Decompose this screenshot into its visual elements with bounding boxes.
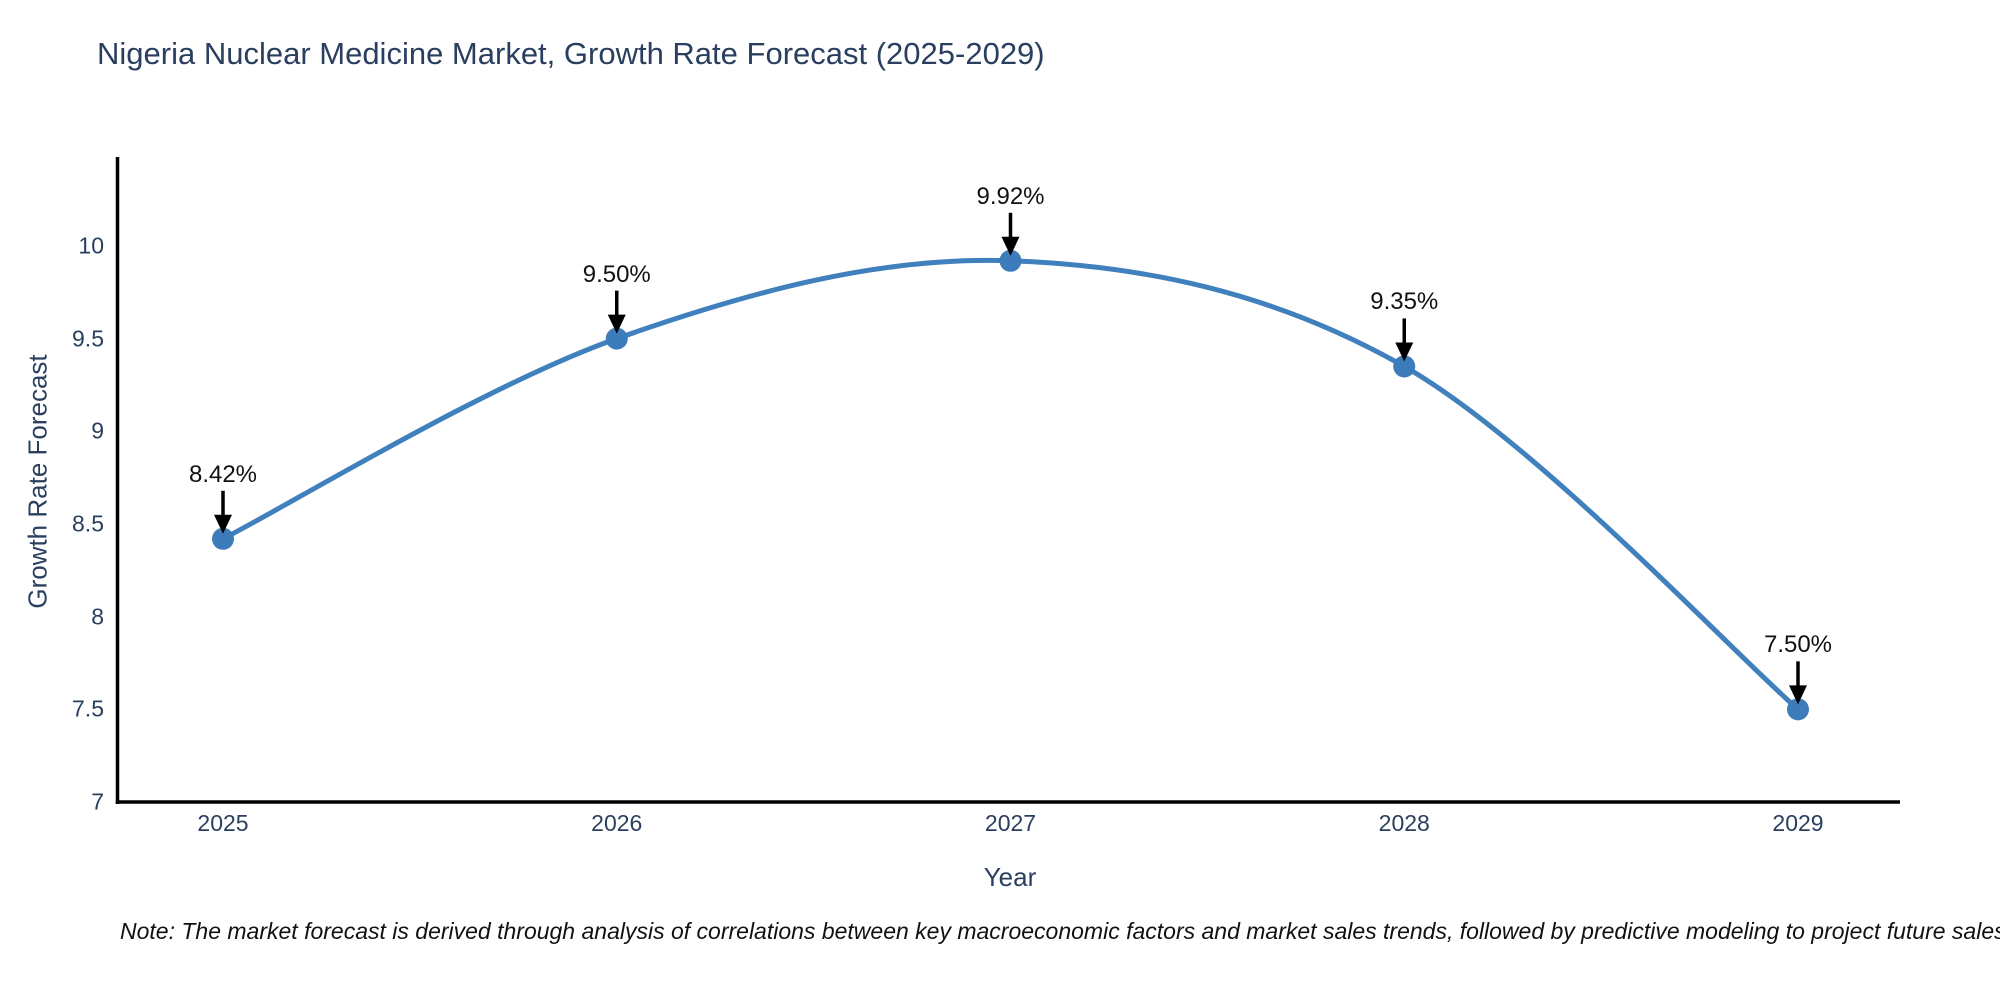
annotation-arrow-head — [1001, 236, 1020, 256]
y-tick-label: 9 — [91, 417, 104, 444]
x-tick-label: 2027 — [984, 810, 1037, 836]
y-tick-label: 7 — [91, 788, 104, 815]
y-tick-label: 8.5 — [72, 510, 104, 537]
data-point-marker — [1787, 698, 1809, 721]
annotation-arrow-head — [1395, 342, 1414, 362]
point-label: 9.35% — [1370, 288, 1439, 316]
y-tick-label: 8 — [91, 603, 104, 630]
data-point-marker — [1393, 355, 1416, 378]
x-tick-label: 2026 — [591, 810, 643, 836]
x-tick-label: 2029 — [1772, 810, 1824, 836]
y-axis-title: Growth Rate Forecast — [22, 354, 53, 609]
y-tick-label: 10 — [78, 232, 104, 259]
x-axis-title: Year — [983, 862, 1037, 892]
data-point-marker — [605, 327, 628, 350]
annotation-arrow-head — [607, 314, 626, 334]
x-tick-label: 2028 — [1378, 810, 1430, 836]
point-label: 9.92% — [976, 182, 1045, 210]
series-line — [221, 257, 1800, 712]
chart-footnote: Note: The market forecast is derived thr… — [120, 918, 2000, 944]
y-tick-label: 9.5 — [72, 325, 104, 352]
data-point-marker — [999, 249, 1022, 272]
data-point-marker — [212, 527, 234, 550]
annotation-arrow-head — [1789, 685, 1807, 705]
x-tick-label: 2025 — [197, 810, 249, 836]
y-tick-label: 7.5 — [72, 695, 104, 722]
annotation-arrow-head — [214, 514, 232, 534]
point-label: 8.42% — [188, 460, 258, 488]
point-label: 9.50% — [582, 260, 651, 288]
point-label: 7.50% — [1763, 631, 1833, 659]
chart-title: Nigeria Nuclear Medicine Market, Growth … — [97, 36, 1045, 71]
